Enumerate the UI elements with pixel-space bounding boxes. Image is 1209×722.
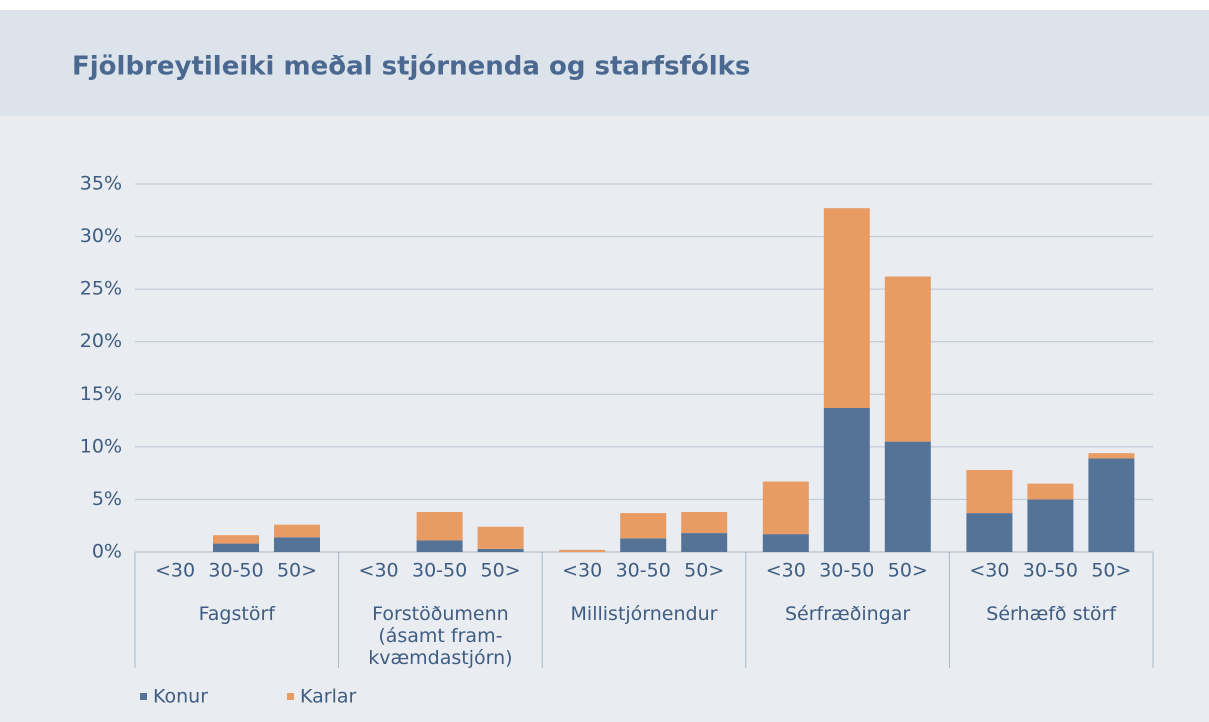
bar-segment xyxy=(681,512,728,534)
y-tick-label: 5% xyxy=(92,488,122,510)
x-tick-label: <30 xyxy=(155,560,195,582)
y-tick-label: 30% xyxy=(80,225,122,247)
panel xyxy=(0,10,1209,722)
x-tick-label: 50> xyxy=(684,560,724,582)
bar-segment xyxy=(274,524,320,538)
group-label: Millistjórnendur xyxy=(570,603,718,625)
group-label: Sérfræðingar xyxy=(785,603,911,625)
bar-segment xyxy=(1088,453,1135,459)
bar-segment xyxy=(620,513,667,539)
legend-label: Konur xyxy=(153,686,208,708)
bar-segment xyxy=(1027,483,1074,500)
group-label: Sérhæfð störf xyxy=(986,603,1117,625)
legend-swatch xyxy=(140,693,147,700)
x-tick-label: <30 xyxy=(766,560,806,582)
y-tick-label: 25% xyxy=(80,278,122,300)
legend-swatch xyxy=(287,693,294,700)
bar-segment xyxy=(274,537,320,552)
bar-segment xyxy=(762,534,809,552)
x-tick-label: <30 xyxy=(562,560,602,582)
bar-segment xyxy=(681,533,728,552)
bar-segment xyxy=(477,548,524,552)
bar-segment xyxy=(1027,499,1074,552)
bar-segment xyxy=(559,549,606,552)
bar-segment xyxy=(884,441,931,552)
x-tick-label: 30-50 xyxy=(412,560,467,582)
y-tick-label: 35% xyxy=(80,173,122,195)
x-tick-label: 50> xyxy=(1091,560,1131,582)
bar-segment xyxy=(884,276,931,442)
group-label: Fagstörf xyxy=(198,603,275,625)
y-tick-label: 15% xyxy=(80,383,122,405)
x-tick-label: 50> xyxy=(481,560,521,582)
x-tick-label: 30-50 xyxy=(1023,560,1078,582)
bar-segment xyxy=(966,469,1013,514)
legend-label: Karlar xyxy=(300,686,357,708)
bar-segment xyxy=(213,543,259,552)
bar-segment xyxy=(416,540,463,552)
x-tick-label: 30-50 xyxy=(616,560,671,582)
bar-segment xyxy=(823,208,870,408)
y-tick-label: 10% xyxy=(80,435,122,457)
x-tick-label: 50> xyxy=(277,560,317,582)
bar-segment xyxy=(966,513,1013,552)
x-tick-label: 30-50 xyxy=(819,560,874,582)
y-tick-label: 0% xyxy=(92,541,122,563)
x-tick-label: <30 xyxy=(359,560,399,582)
chart-title: Fjölbreytileiki meðal stjórnenda og star… xyxy=(72,52,750,82)
bar-segment xyxy=(762,481,809,535)
y-tick-label: 20% xyxy=(80,330,122,352)
group-label: Forstöðumenn (ásamt fram-kvæmdastjórn) xyxy=(368,603,513,669)
bar-segment xyxy=(213,535,259,544)
bar-segment xyxy=(1088,458,1135,552)
x-tick-label: 50> xyxy=(888,560,928,582)
x-tick-label: 30-50 xyxy=(208,560,263,582)
bar-segment xyxy=(620,538,667,552)
bar-segment xyxy=(477,526,524,549)
bar-segment xyxy=(416,512,463,541)
header xyxy=(0,10,1209,116)
x-tick-label: <30 xyxy=(969,560,1009,582)
bar-segment xyxy=(823,407,870,552)
